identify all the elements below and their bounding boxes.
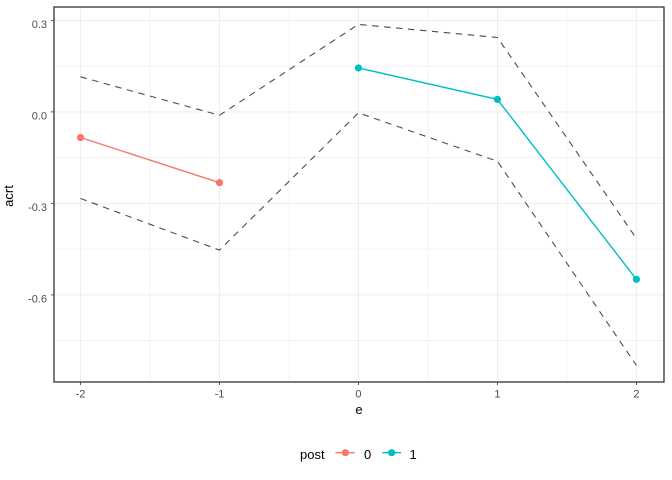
svg-text:-0.6: -0.6 (28, 294, 47, 306)
svg-text:-2: -2 (76, 389, 86, 401)
svg-text:1: 1 (494, 389, 500, 401)
svg-text:0: 0 (355, 389, 361, 401)
svg-text:post: post (300, 447, 325, 462)
svg-text:acrt: acrt (1, 185, 16, 207)
svg-text:1: 1 (410, 447, 417, 462)
svg-text:0.0: 0.0 (32, 111, 47, 123)
svg-text:0.3: 0.3 (32, 19, 47, 31)
svg-text:-1: -1 (215, 389, 225, 401)
svg-text:0: 0 (364, 447, 371, 462)
svg-text:-0.3: -0.3 (28, 202, 47, 214)
svg-text:e: e (355, 402, 362, 417)
svg-text:2: 2 (633, 389, 639, 401)
